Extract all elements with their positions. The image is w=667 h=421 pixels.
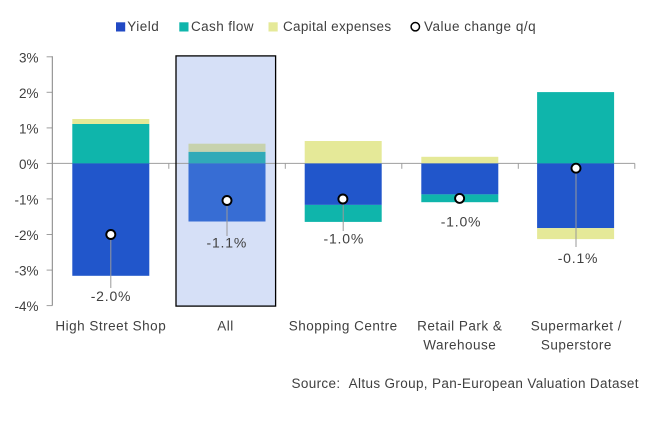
svg-text:-2%: -2% [14, 228, 38, 243]
svg-text:High Street Shop: High Street Shop [55, 318, 166, 333]
svg-text:-2.0%: -2.0% [91, 288, 132, 304]
svg-text:All: All [217, 318, 234, 333]
svg-text:2%: 2% [19, 86, 39, 101]
svg-text:-1.0%: -1.0% [441, 214, 482, 230]
svg-text:Capital expenses: Capital expenses [283, 19, 391, 34]
svg-text:Retail Park &: Retail Park & [417, 318, 502, 333]
svg-text:-1%: -1% [14, 192, 38, 207]
svg-text:Warehouse: Warehouse [423, 337, 496, 352]
svg-text:-1.1%: -1.1% [207, 235, 248, 251]
svg-text:-4%: -4% [14, 299, 38, 314]
svg-text:Value change q/q: Value change q/q [424, 19, 536, 34]
svg-text:-1.0%: -1.0% [324, 231, 365, 247]
svg-text:Shopping Centre: Shopping Centre [289, 318, 398, 333]
svg-text:1%: 1% [19, 121, 39, 136]
svg-text:Supermarket /: Supermarket / [531, 318, 622, 333]
svg-text:Source: Altus Group, Pan-Euro: Source: Altus Group, Pan-European Valuat… [292, 376, 639, 391]
svg-text:Superstore: Superstore [541, 337, 612, 352]
svg-text:-0.1%: -0.1% [558, 250, 599, 266]
svg-text:Yield: Yield [127, 19, 159, 34]
svg-text:0%: 0% [19, 157, 39, 172]
svg-text:Cash flow: Cash flow [191, 19, 254, 34]
svg-text:-3%: -3% [14, 264, 38, 279]
svg-text:3%: 3% [19, 50, 39, 65]
